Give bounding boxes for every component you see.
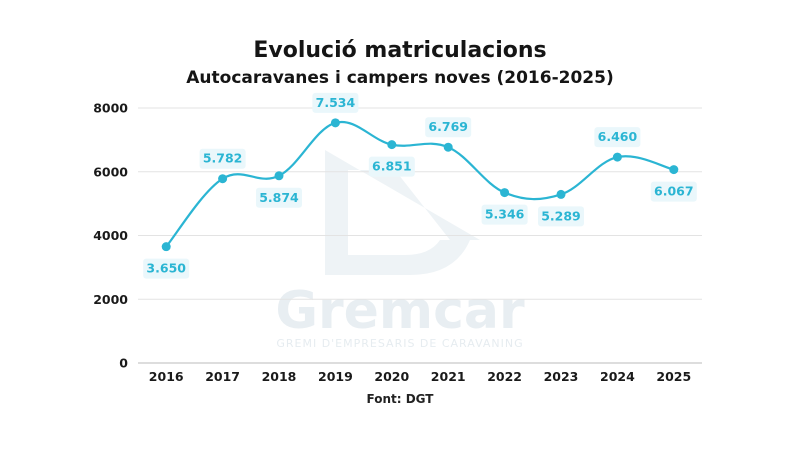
x-tick-label: 2023 [544,369,579,384]
data-point [387,140,397,150]
x-tick-label: 2016 [149,369,184,384]
y-tick-label: 8000 [93,101,128,116]
watermark-logo [325,150,480,275]
data-label: 6.851 [372,159,412,174]
data-point [218,174,228,184]
data-label-bg [199,148,246,169]
data-point [274,171,284,181]
data-label: 5.346 [485,207,525,222]
series-line [165,120,675,248]
y-tick-label: 0 [119,356,128,371]
data-label-bg [256,187,302,208]
x-tick-label: 2024 [600,369,635,384]
x-tick-label: 2020 [374,369,409,384]
data-label-bg [312,92,359,113]
data-label-bg [594,127,641,148]
data-point [500,188,510,198]
data-label: 3.650 [146,261,186,276]
chart-title: Evolució matriculacions [253,38,547,63]
watermark: Gremcar GREMI D'EMPRESARIS DE CARAVANING [275,150,525,350]
data-label-bg [368,156,415,177]
source-note: Font: DGT [366,392,434,406]
data-point [330,118,340,128]
data-label: 5.782 [203,151,243,166]
chart-subtitle: Autocaravanes i campers noves (2016-2025… [186,68,614,88]
y-tick-label: 4000 [93,228,128,243]
data-label-bg [538,206,584,227]
data-point [669,165,679,175]
y-tick-label: 2000 [93,292,128,307]
data-point [443,142,453,152]
data-label: 6.067 [654,184,694,199]
data-label: 6.769 [428,119,468,134]
data-label-bg [650,181,697,202]
x-tick-label: 2019 [318,369,353,384]
x-tick-label: 2025 [656,369,691,384]
data-point [612,152,622,162]
data-label-bg [481,204,528,225]
x-tick-label: 2022 [487,369,522,384]
watermark-brand: Gremcar [275,281,525,341]
x-tick-label: 2021 [431,369,466,384]
data-point [556,189,566,199]
data-label: 5.874 [259,190,299,205]
data-label-bg [425,117,472,138]
x-tick-label: 2017 [205,369,240,384]
data-label: 6.460 [598,129,638,144]
data-label: 7.534 [316,95,356,110]
data-point [161,242,171,252]
data-label: 5.289 [541,208,581,223]
y-tick-label: 6000 [93,164,128,179]
x-tick-label: 2018 [262,369,297,384]
watermark-tagline: GREMI D'EMPRESARIS DE CARAVANING [276,337,523,350]
data-label-bg [143,258,190,279]
